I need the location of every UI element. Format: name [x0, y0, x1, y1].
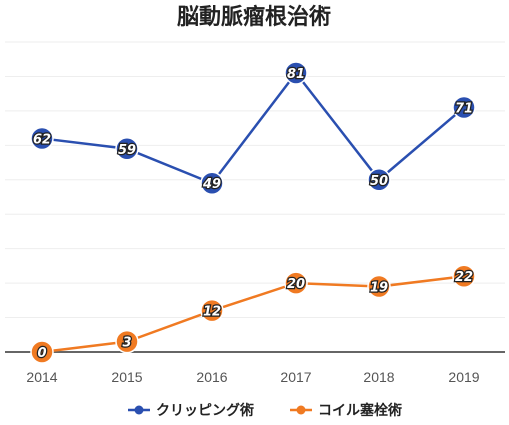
- x-tick-label: 2016: [196, 369, 227, 385]
- data-label: 71: [455, 101, 473, 116]
- data-label: 3: [122, 336, 131, 351]
- x-tick-label: 2019: [448, 369, 479, 385]
- x-tick-label: 2017: [280, 369, 311, 385]
- x-tick-label: 2018: [363, 369, 394, 385]
- data-point: [367, 274, 391, 299]
- legend-item: コイル塞栓術: [290, 402, 402, 419]
- data-point: [30, 126, 54, 151]
- data-point: [115, 329, 139, 354]
- data-label: 19: [370, 281, 388, 296]
- series-1: 62 59 49 81 50 71: [30, 61, 476, 195]
- data-point: [200, 298, 224, 323]
- data-point: [200, 171, 224, 195]
- data-label: 62: [33, 132, 51, 147]
- legend: クリッピング術 コイル塞栓術: [128, 402, 402, 419]
- data-label: 12: [203, 305, 221, 320]
- series-2: 0 3 12 20 19 22: [30, 264, 476, 364]
- chart-title: 脳動脈瘤根治術: [177, 4, 331, 30]
- data-point: [30, 340, 54, 364]
- legend-marker: [134, 405, 144, 415]
- legend-label: クリッピング術: [156, 402, 254, 419]
- series: 62 59 49 81 50 71 0 3 12 20 19 22: [30, 61, 476, 364]
- data-label: 49: [202, 177, 221, 192]
- data-point: [284, 61, 308, 85]
- legend-label: コイル塞栓術: [318, 402, 402, 419]
- x-tick-label: 2015: [111, 369, 142, 385]
- data-point: [452, 95, 476, 120]
- data-label: 22: [455, 270, 473, 285]
- data-label: 0: [37, 346, 46, 361]
- gridlines: [5, 41, 505, 319]
- legend-item: クリッピング術: [128, 402, 254, 419]
- data-label: 59: [118, 143, 136, 158]
- series-line: [41, 70, 465, 185]
- data-point: [367, 168, 391, 192]
- data-point: [284, 271, 308, 295]
- data-label: 20: [287, 277, 305, 292]
- series-line: [41, 274, 465, 354]
- x-tick-labels: 2014 2015 2016 2017 2018 2019: [26, 369, 479, 385]
- legend-marker: [296, 405, 306, 415]
- data-label: 81: [287, 67, 305, 82]
- data-point: [452, 264, 476, 288]
- x-tick-label: 2014: [26, 369, 57, 385]
- data-label: 50: [370, 174, 388, 189]
- data-point: [115, 137, 139, 161]
